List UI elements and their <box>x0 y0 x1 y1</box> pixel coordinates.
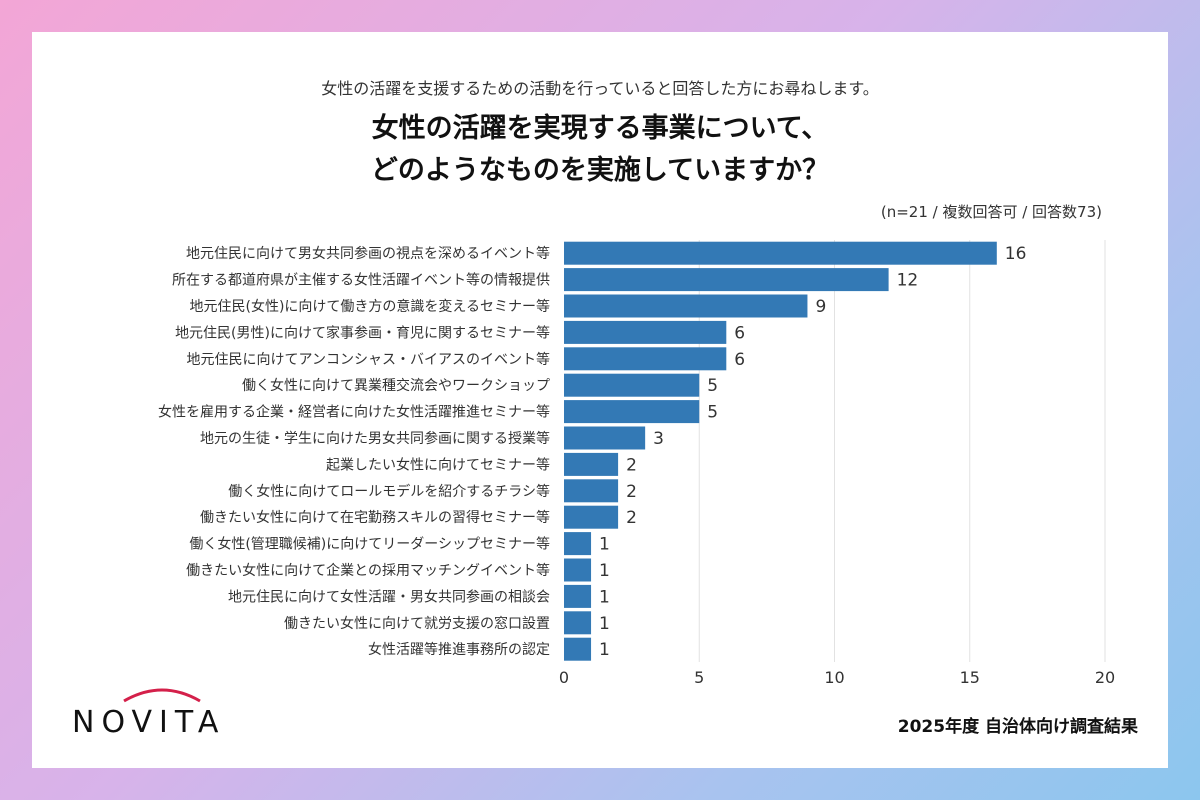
bar <box>564 452 619 476</box>
card <box>32 32 1168 768</box>
bar <box>564 611 592 635</box>
x-tick-label: 15 <box>960 668 980 687</box>
data-label: 12 <box>897 271 919 291</box>
data-label: 5 <box>707 403 718 423</box>
category-label: 起業したい女性に向けてセミナー等 <box>326 456 550 473</box>
category-label: 地元住民(男性)に向けて家事参画・育児に関するセミナー等 <box>175 324 550 341</box>
data-label: 2 <box>626 508 637 528</box>
category-label: 働く女性(管理職候補)に向けてリーダーシップセミナー等 <box>189 536 550 553</box>
category-label: 働きたい女性に向けて在宅勤務スキルの習得セミナー等 <box>200 509 550 526</box>
bar <box>564 294 808 318</box>
category-label: 地元住民に向けて女性活躍・男女共同参画の相談会 <box>228 588 550 605</box>
x-tick-label: 0 <box>559 668 569 687</box>
data-label: 6 <box>734 350 745 370</box>
chart-title-line2: どのようなものを実施していますか？ <box>370 155 830 186</box>
footer-caption: 2025年度 自治体向け調査結果 <box>897 717 1138 737</box>
data-label: 9 <box>815 297 826 317</box>
category-label: 働く女性に向けて異業種交流会やワークショップ <box>242 377 550 394</box>
bar <box>564 637 592 661</box>
category-label: 働きたい女性に向けて就労支援の窓口設置 <box>284 615 550 632</box>
category-label: 働きたい女性に向けて企業との採用マッチングイベント等 <box>186 562 550 579</box>
data-label: 1 <box>599 614 610 634</box>
data-label: 16 <box>1005 244 1027 264</box>
data-label: 3 <box>653 429 664 449</box>
category-label: 女性を雇用する企業・経営者に向けた女性活躍推進セミナー等 <box>158 404 550 421</box>
bar <box>564 479 619 503</box>
logo-arc-icon: NOVITA <box>72 688 225 740</box>
bar <box>564 400 700 424</box>
data-label: 6 <box>734 323 745 343</box>
category-label: 地元の生徒・学生に向けた男女共同参画に関する授業等 <box>200 430 550 447</box>
data-label: 1 <box>599 640 610 660</box>
data-label: 1 <box>599 587 610 607</box>
category-label: 所在する都道府県が主催する女性活躍イベント等の情報提供 <box>172 272 550 289</box>
chart-subtitle: 女性の活躍を支援するための活動を行っていると回答した方にお尋ねします。 <box>321 79 879 98</box>
chart-title-line1: 女性の活躍を実現する事業について、 <box>371 113 829 144</box>
bar <box>564 241 997 265</box>
bar <box>564 268 889 292</box>
x-tick-label: 20 <box>1095 668 1115 687</box>
category-label: 地元住民に向けてアンコンシャス・バイアスのイベント等 <box>187 351 550 368</box>
bar <box>564 347 727 371</box>
data-label: 1 <box>599 561 610 581</box>
sample-note: (n=21 / 複数回答可 / 回答数73) <box>880 203 1102 221</box>
data-label: 2 <box>626 455 637 475</box>
bar <box>564 584 592 608</box>
data-label: 5 <box>707 376 718 396</box>
category-label: 地元住民に向けて男女共同参画の視点を深めるイベント等 <box>186 245 550 262</box>
bar <box>564 373 700 397</box>
svg-text:NOVITA: NOVITA <box>72 705 225 740</box>
bar <box>564 426 646 450</box>
bar <box>564 505 619 529</box>
bar <box>564 320 727 344</box>
category-label: 働く女性に向けてロールモデルを紹介するチラシ等 <box>228 483 550 500</box>
bar <box>564 558 592 582</box>
category-label: 女性活躍等推進事務所の認定 <box>368 641 550 658</box>
x-tick-label: 10 <box>824 668 844 687</box>
bar <box>564 532 592 556</box>
x-tick-label: 5 <box>694 668 704 687</box>
data-label: 1 <box>599 535 610 555</box>
category-label: 地元住民(女性)に向けて働き方の意識を変えるセミナー等 <box>189 298 550 315</box>
novita-logo: NOVITA <box>70 683 230 747</box>
data-label: 2 <box>626 482 637 502</box>
